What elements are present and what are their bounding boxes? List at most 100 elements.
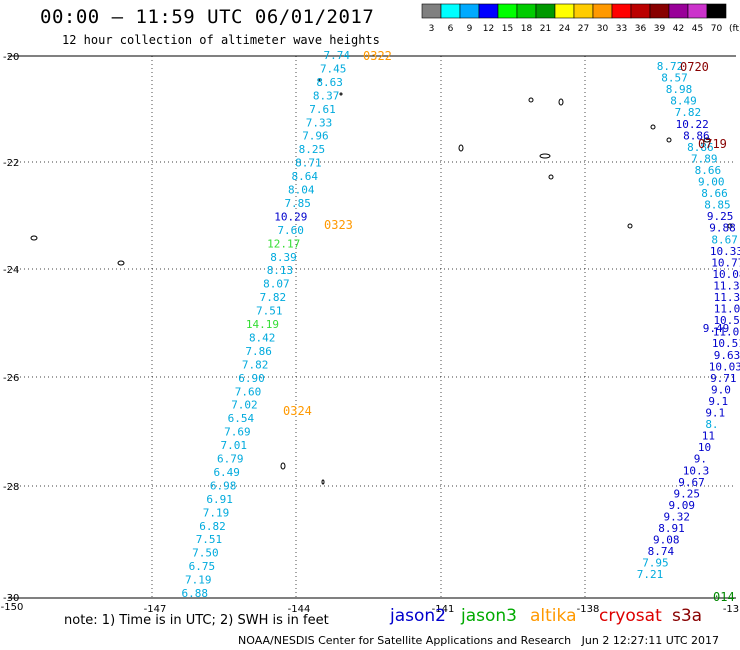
- lon-tick-label: -141: [432, 604, 455, 615]
- legend-unit: (ft): [729, 24, 740, 34]
- wave-height-value: 12.17: [267, 237, 300, 250]
- satellite-label-jason2: jason2: [390, 606, 446, 626]
- time-marker: 0720: [680, 60, 709, 74]
- wave-height-value: 8.72: [657, 60, 684, 73]
- wave-height-value: 9.: [694, 453, 707, 466]
- wave-height-value: 8.98: [666, 83, 693, 96]
- island-outline: [627, 223, 633, 229]
- wave-height-value: 9.67: [678, 476, 705, 489]
- wave-height-value: 9.25: [707, 210, 734, 223]
- wave-height-value: 10.3: [683, 464, 710, 477]
- legend-swatch: [706, 3, 727, 19]
- wave-height-value: 11.34: [713, 279, 740, 292]
- wave-height-value: 8.71: [295, 157, 322, 170]
- wave-height-value: 7.45: [320, 62, 347, 75]
- wave-height-value: 9.00: [698, 176, 725, 189]
- wave-height-value: 11.30: [714, 291, 740, 304]
- wave-height-value: 8.91: [658, 522, 685, 535]
- legend-label: 36: [635, 24, 647, 34]
- wave-height-value: 7.02: [231, 399, 258, 412]
- wave-height-value: 11.00: [713, 326, 740, 339]
- wave-height-value: 8.67: [711, 233, 738, 246]
- island-outline: [280, 462, 286, 470]
- wave-height-value: 10.33: [710, 245, 740, 258]
- credit-line: NOAA/NESDIS Center for Satellite Applica…: [238, 634, 719, 647]
- wave-height-value: 8.66: [701, 187, 728, 200]
- wave-height-value: 9.09: [669, 499, 696, 512]
- wave-height-value: 7.95: [642, 557, 669, 570]
- wave-height-value: 9.71: [710, 372, 737, 385]
- island-outline: [666, 137, 672, 143]
- wave-height-value: 7.21: [637, 568, 664, 581]
- wave-height-value: 7.50: [192, 547, 219, 560]
- wave-height-value: 8.49: [670, 95, 697, 108]
- lat-tick-label: -30: [3, 593, 19, 604]
- wave-height-value: 6.79: [217, 453, 244, 466]
- generated-timestamp: Jun 2 12:27:11 UTC 2017: [581, 634, 720, 647]
- wave-height-value: 7.82: [242, 358, 269, 371]
- lon-tick-label: -13: [723, 604, 739, 615]
- wave-height-value: 10.56: [713, 314, 740, 327]
- wave-height-value: 7.82: [675, 106, 702, 119]
- lat-tick-label: -20: [3, 52, 19, 63]
- legend-label: 27: [578, 24, 589, 34]
- wave-height-value: 7.19: [185, 574, 212, 587]
- wave-height-value: 7.85: [284, 197, 311, 210]
- legend-label: 42: [673, 24, 684, 34]
- time-marker: 0324: [283, 404, 312, 418]
- wave-height-value: 7.69: [224, 426, 251, 439]
- footnote: note: 1) Time is in UTC; 2) SWH is in fe…: [64, 613, 329, 628]
- legend-label: 3: [429, 24, 435, 34]
- wave-height-value: 9.25: [673, 487, 700, 500]
- wave-height-value: 10.03: [709, 360, 740, 373]
- wave-height-value: 8.: [705, 418, 718, 431]
- wave-height-value: 6.91: [206, 493, 233, 506]
- legend-label: 24: [559, 24, 571, 34]
- wave-height-value: 9.0: [711, 383, 731, 396]
- wave-height-value: 10.51: [712, 337, 740, 350]
- lat-tick-label: -22: [3, 158, 19, 169]
- wave-height-value: 8.64: [292, 170, 319, 183]
- wave-height-value: 10.29: [274, 210, 307, 223]
- wave-height-value: 7.96: [302, 130, 329, 143]
- lon-tick-label: -144: [288, 604, 311, 615]
- island-outline: [339, 92, 343, 96]
- altimeter-track-east: 8.728.578.988.497.8210.228.868.867.898.6…: [637, 60, 740, 581]
- island-outline: [458, 144, 464, 152]
- wave-height-value: 8.66: [695, 164, 722, 177]
- wave-height-value: 8.42: [249, 331, 276, 344]
- legend-label: 15: [502, 24, 513, 34]
- wave-height-value: 10.08: [712, 268, 740, 281]
- lon-tick-label: -138: [577, 604, 600, 615]
- island-outline: [548, 174, 554, 180]
- wave-height-value: 7.82: [260, 291, 287, 304]
- time-marker: 0322: [363, 49, 392, 63]
- wave-height-value: 7.01: [221, 439, 248, 452]
- wave-height-value: 8.57: [661, 72, 688, 85]
- time-marker: 0323: [324, 218, 353, 232]
- wave-height-value: 8.07: [263, 278, 290, 291]
- wave-height-value: 8.86: [683, 129, 710, 142]
- legend-label: 39: [654, 24, 666, 34]
- wave-height-value: 8.39: [270, 251, 297, 264]
- island-outline: [703, 137, 711, 143]
- wave-height-value: 8.86: [687, 141, 714, 154]
- wave-height-value: 11: [702, 430, 715, 443]
- legend-label: 12: [483, 24, 494, 34]
- island-outline: [321, 479, 325, 485]
- wave-height-value: 6.88: [182, 587, 209, 600]
- island-outline: [650, 124, 656, 130]
- wave-height-value: 6.82: [199, 520, 226, 533]
- island-outline: [558, 98, 564, 106]
- time-marker: 0719: [698, 137, 727, 151]
- lat-tick-label: -28: [3, 482, 19, 493]
- wave-height-value: 9.1: [705, 407, 725, 420]
- axis-labels: -150 -147 -144 -141 -138 -13 -20 -22 -24 -26 -28 -3…: [1, 52, 740, 615]
- lat-tick-label: -26: [3, 373, 19, 384]
- wave-height-value: 10: [698, 441, 711, 454]
- altimeter-track-west: 7.747.458.638.377.617.337.968.258.718.64…: [182, 49, 351, 600]
- time-marker: 014: [713, 590, 735, 604]
- wave-height-value: 8.63: [316, 76, 343, 89]
